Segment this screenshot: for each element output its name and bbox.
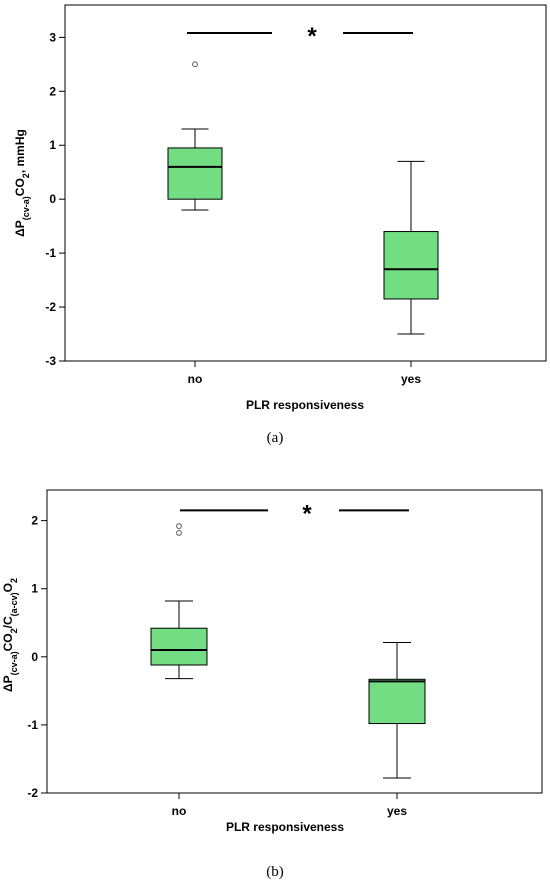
x-tick-label: yes [401, 372, 421, 386]
x-tick-label: no [188, 372, 203, 386]
y-axis-label-part: /C [1, 616, 15, 628]
y-ticks: -2 -1 0 1 2 [27, 514, 47, 800]
x-tick-label: yes [387, 804, 407, 818]
outlier-point [176, 523, 182, 529]
y-tick-label: -2 [27, 786, 38, 800]
outlier-point [176, 529, 182, 536]
box-iqr [368, 678, 426, 725]
y-tick-label: 0 [49, 192, 56, 206]
y-axis-label-part: , mmHg [13, 129, 27, 173]
box-iqr [150, 627, 208, 666]
significance-marker: * [180, 500, 409, 527]
plot-frame [46, 489, 543, 794]
y-axis-label-part: ΔP [13, 220, 27, 237]
panel-caption: (a) [267, 430, 284, 446]
significance-marker: * [187, 23, 413, 50]
y-tick-label: 2 [31, 514, 38, 528]
x-axis-label: PLR responsiveness [246, 398, 364, 412]
y-axis-label-part: ΔP [1, 675, 15, 692]
y-tick-label: 2 [49, 84, 56, 98]
y-axis-label-part: 2 [9, 578, 19, 583]
box-no [150, 523, 208, 680]
y-axis-label-part: (cv-a) [21, 196, 31, 220]
box-iqr [167, 147, 223, 200]
outlier-point [192, 61, 198, 68]
panel-b: -2 -1 0 1 2 no yes * PLR responsiveness ΔP(cv… [1, 489, 543, 880]
panel-a: -3 -2 -1 0 1 2 3 no yes * PLR responsiveness ΔP… [13, 4, 547, 446]
y-tick-label: 1 [49, 138, 56, 152]
boxes [167, 61, 439, 335]
y-axis-label-part: 2 [21, 173, 31, 178]
x-tick-label: no [172, 804, 187, 818]
x-axis-label: PLR responsiveness [226, 820, 344, 834]
y-axis-label-part: CO [1, 633, 15, 651]
y-axis-label-part: (a-cv) [9, 592, 19, 616]
y-axis-label-part: 2 [9, 628, 19, 633]
box-iqr [383, 231, 439, 300]
significance-star: * [302, 500, 312, 527]
y-axis-label-part: (cv-a) [9, 651, 19, 675]
y-tick-label: -2 [45, 300, 56, 314]
y-tick-label: 0 [31, 650, 38, 664]
box-yes [383, 160, 439, 335]
y-axis-label-part: O [1, 583, 15, 592]
box-yes [368, 642, 426, 779]
y-axis-label: ΔP(cv-a)CO2/C(a-cv)O2 [1, 578, 19, 692]
y-tick-label: 3 [49, 30, 56, 44]
y-tick-label: -3 [45, 354, 56, 368]
y-axis-label-part: CO [13, 178, 27, 196]
y-tick-label: -1 [27, 718, 38, 732]
y-tick-label: 1 [31, 582, 38, 596]
x-ticks: no yes [188, 361, 421, 386]
box-no [167, 61, 223, 211]
panel-caption: (b) [266, 864, 284, 880]
plot-frame [64, 4, 547, 362]
significance-star: * [307, 23, 317, 50]
boxes [150, 523, 426, 779]
x-ticks: no yes [172, 793, 407, 818]
y-tick-label: -1 [45, 246, 56, 260]
y-ticks: -3 -2 -1 0 1 2 3 [45, 30, 65, 368]
y-axis-label: ΔP(cv-a)CO2, mmHg [13, 129, 31, 237]
